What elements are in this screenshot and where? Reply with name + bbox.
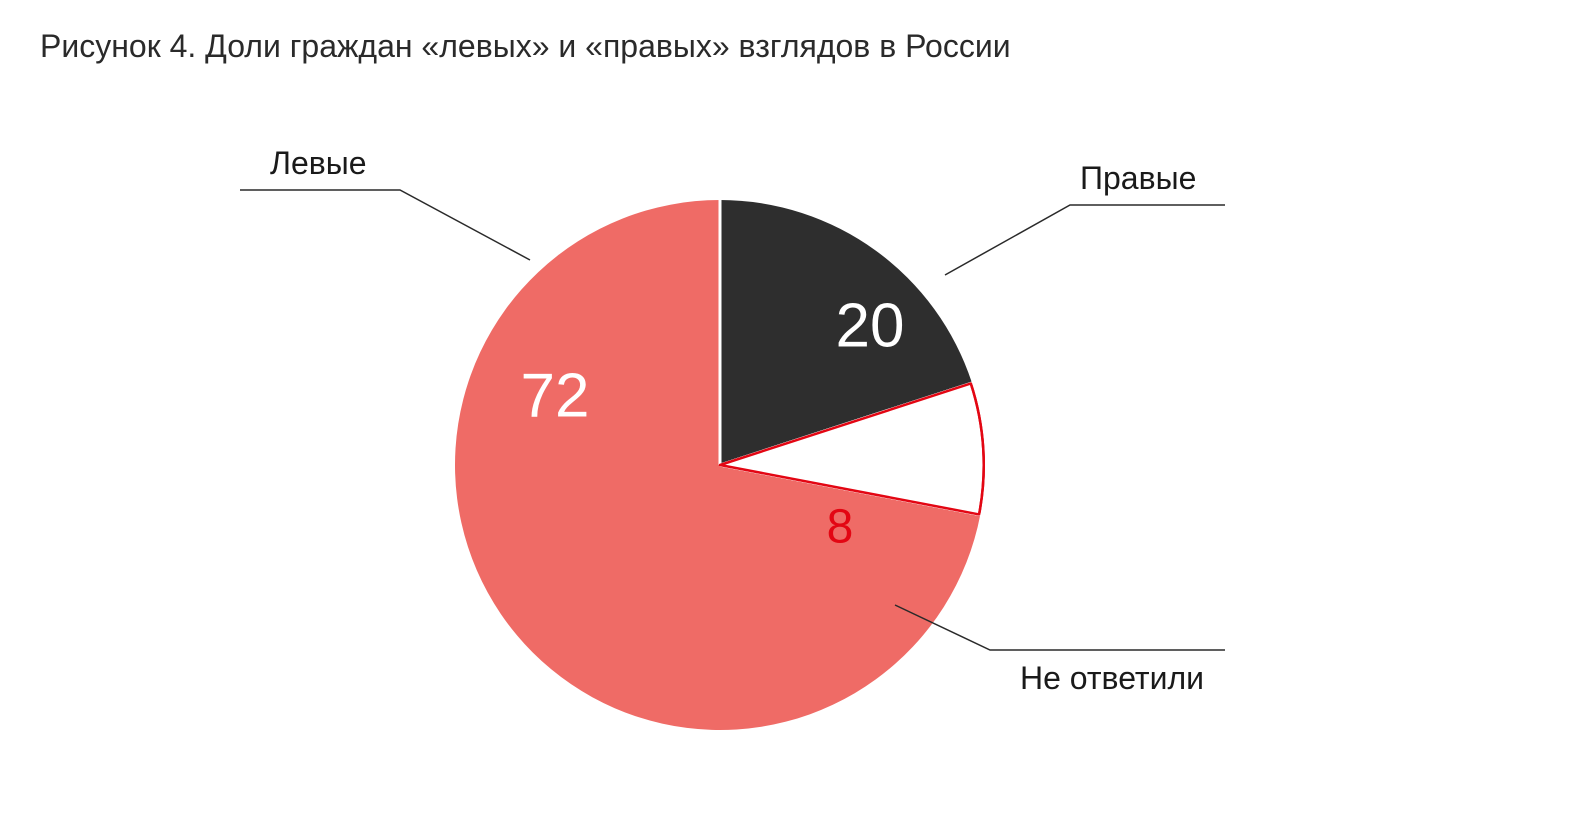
slice-value-na: 8	[827, 501, 854, 554]
slice-value-right: 20	[836, 291, 905, 360]
pie-chart: 20 8 72	[0, 0, 1583, 828]
slice-label-left: Левые	[270, 145, 367, 182]
leader-line-left	[240, 190, 530, 260]
leader-line-right	[945, 205, 1225, 275]
slice-label-na: Не ответили	[1020, 660, 1204, 697]
leader-line-na	[895, 605, 1225, 650]
slice-value-left: 72	[521, 361, 590, 430]
slice-label-right: Правые	[1080, 160, 1196, 197]
